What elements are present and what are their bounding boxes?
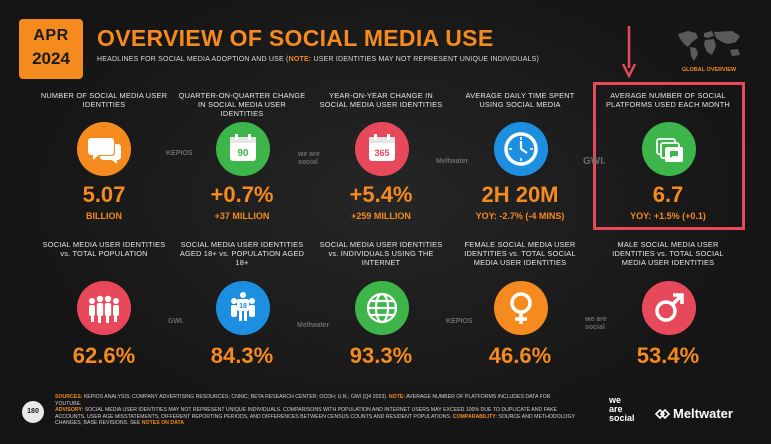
adults-18-text: 18 [239,303,247,310]
date-badge: APR 2024 [19,19,83,79]
subtitle-pre: HEADLINES FOR SOCIAL MEDIA ADOPTION AND … [97,56,289,63]
gwi-watermark-1: GWI. [583,156,606,167]
world-map-icon [678,31,740,61]
stat-sub-daily-time: YOY: -2.7% (-4 MINS) [475,211,565,221]
comparability-heading: COMPARABILITY: [451,413,497,420]
calendar-90-text: 90 [237,148,249,159]
global-overview-tag: GLOBAL OVERVIEW [681,67,737,73]
was-line-3: social [609,413,635,423]
notes-on-data-link[interactable]: NOTES ON DATA [140,420,184,427]
page-subtitle: HEADLINES FOR SOCIAL MEDIA ADOPTION AND … [97,56,539,63]
calendar-365-icon: 365 [355,122,409,176]
we-are-social-logo: we are social [609,396,635,423]
stat-sub-user-identities: BILLION [86,211,122,221]
stat-label-female: FEMALE SOCIAL MEDIA USER IDENTITIES vs. … [464,240,576,267]
meltwater-mark-icon [655,409,670,419]
comparability-text: SOURCE AND METHODOLOGY CHANGES, BASE REV… [55,413,575,427]
calendar-365-text: 365 [374,148,389,158]
stat-label-adults-18: SOCIAL MEDIA USER IDENTITIES AGED 18+ vs… [179,240,305,267]
stat-label-daily-time: AVERAGE DAILY TIME SPENT USING SOCIAL ME… [465,91,575,109]
footer-sources: SOURCES: KEPIOS ANALYSIS; COMPANY ADVERT… [55,394,575,427]
was-line-2: are [609,404,623,414]
highlight-box [593,82,745,230]
stat-value-qoq-change: +0.7% [210,182,274,207]
date-year: 2024 [32,49,70,68]
kepios-watermark-1: KEPIOS [166,150,193,157]
stat-label-yoy-change: YEAR-ON-YEAR CHANGE IN SOCIAL MEDIA USER… [319,91,443,109]
meltwater-watermark-1: Meltwater [436,158,469,165]
stat-sub-qoq-change: +37 MILLION [214,211,270,221]
stat-sub-yoy-change: +259 MILLION [351,211,411,221]
stat-value-platforms: 6.7 [652,182,684,207]
meltwater-logo: Meltwater [655,406,733,421]
stat-value-adults-18: 84.3% [210,343,274,368]
male-symbol-icon [642,281,696,335]
stat-value-female: 46.6% [488,343,552,368]
sources-heading: SOURCES: [55,394,83,400]
stat-value-male: 53.4% [636,343,700,368]
stat-label-user-identities: NUMBER OF SOCIAL MEDIA USER IDENTITIES [40,91,168,109]
stat-value-yoy-change: +5.4% [349,182,413,207]
kepios-watermark-2: KEPIOS [446,318,473,325]
stat-sub-platforms: YOY: +1.5% (+0.1) [630,211,706,221]
adults-18-icon: 18 [216,281,270,335]
stat-value-user-identities: 5.07 [82,182,126,207]
stat-label-qoq-change: QUARTER-ON-QUARTER CHANGE IN SOCIAL MEDI… [178,91,306,118]
population-icon [77,281,131,335]
calendar-90-icon: 90 [216,122,270,176]
page-title: OVERVIEW OF SOCIAL MEDIA USE [97,25,494,51]
stat-label-vs-internet: SOCIAL MEDIA USER IDENTITIES vs. INDIVID… [319,240,443,267]
globe-icon [355,281,409,335]
speech-bubbles-icon [77,122,131,176]
note-heading: NOTE: [387,394,406,400]
stat-value-vs-population: 62.6% [72,343,136,368]
date-month: APR [33,27,69,44]
gwi-watermark-2: GWI. [168,318,184,325]
advisory-text: SOCIAL MEDIA USER IDENTITIES MAY NOT REP… [55,407,557,420]
meltwater-logo-text: Meltwater [673,406,733,421]
subtitle-note: NOTE: [288,56,312,63]
was-watermark-1: we are social [298,151,320,166]
sources-text: KEPIOS ANALYSIS; COMPANY ADVERTISING RES… [82,394,388,400]
clock-icon [494,122,548,176]
female-symbol-icon [494,281,548,335]
stat-value-vs-internet: 93.3% [349,343,413,368]
page-number: 180 [22,401,44,423]
meltwater-watermark-2: Meltwater [297,322,330,329]
subtitle-post: USER IDENTITIES MAY NOT REPRESENT UNIQUE… [311,56,540,63]
was-watermark-2: we are social [585,316,607,331]
stat-label-vs-population: SOCIAL MEDIA USER IDENTITIES vs. TOTAL P… [42,240,166,258]
advisory-heading: ADVISORY: [55,407,84,414]
note-text: AVERAGE NUMBER OF PLATFORMS INCLUDES DAT… [55,394,551,407]
pointer-arrow-icon [622,26,636,78]
was-line-1: we [609,395,622,405]
stat-label-platforms: AVERAGE NUMBER OF SOCIAL PLATFORMS USED … [606,91,730,109]
platform-windows-icon [642,122,696,176]
stat-value-daily-time: 2H 20M [481,182,559,207]
stat-label-male: MALE SOCIAL MEDIA USER IDENTITIES vs. TO… [612,240,724,267]
